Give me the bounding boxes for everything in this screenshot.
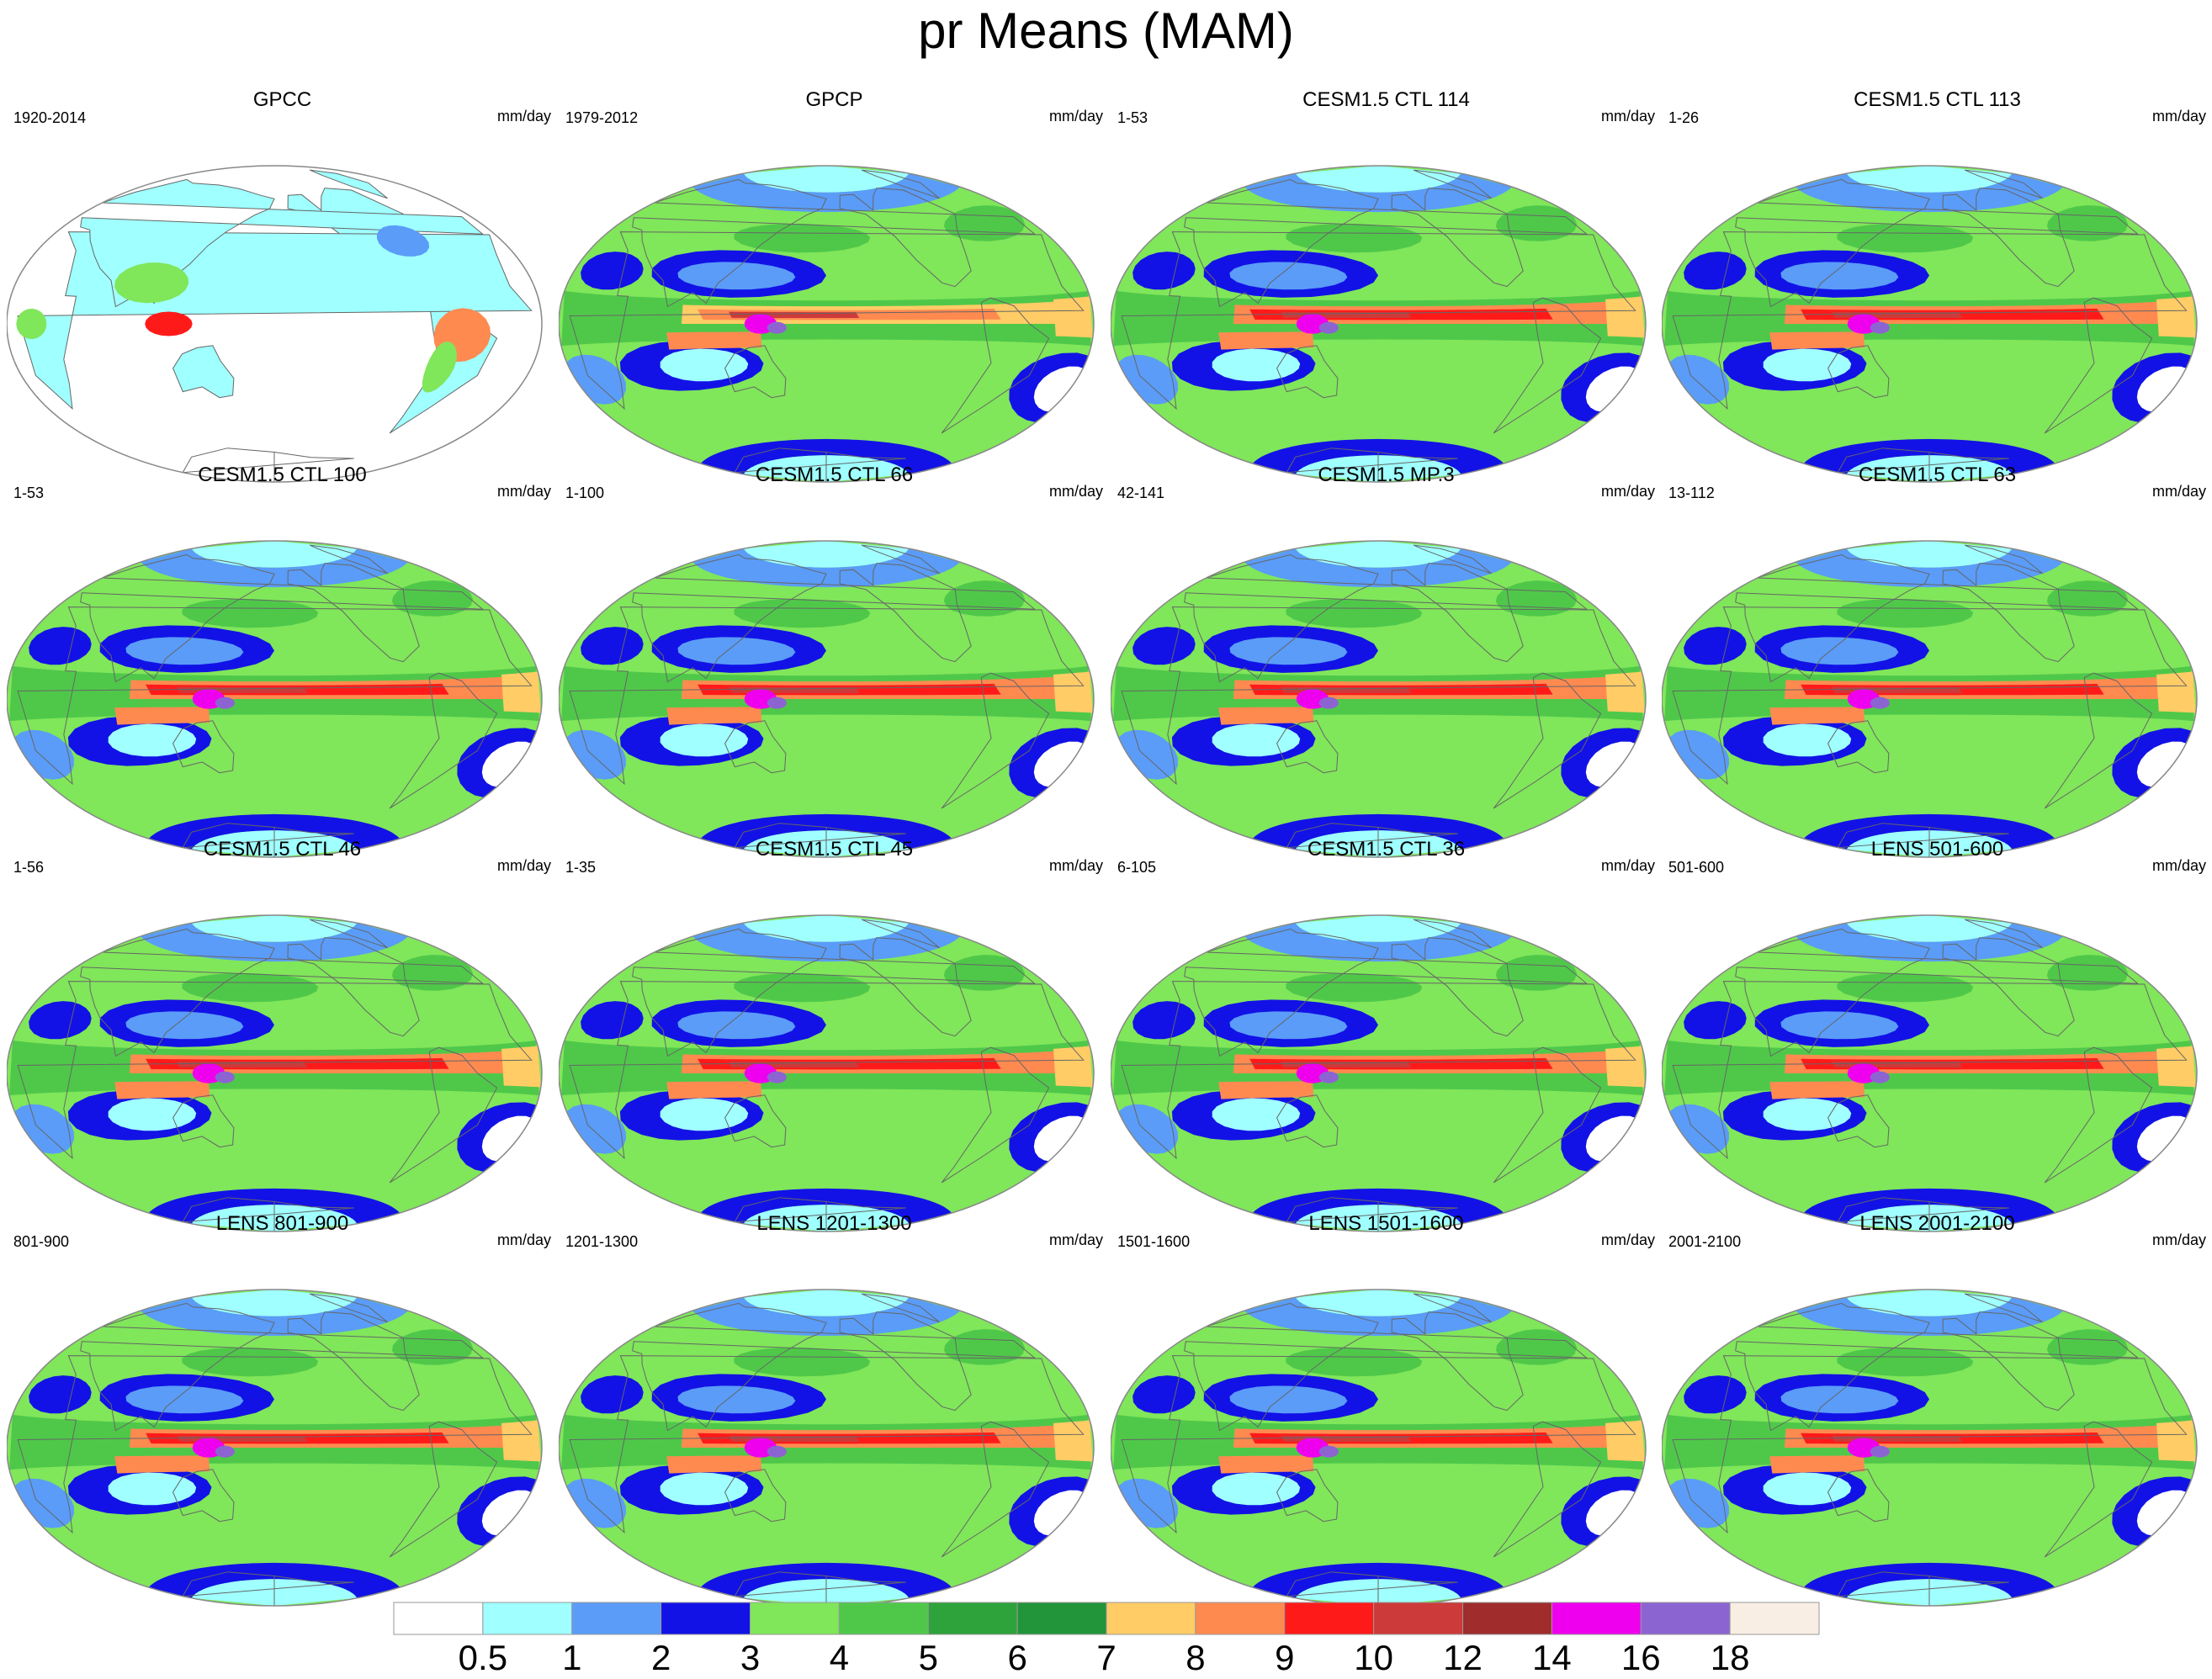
- panel-units: mm/day: [1600, 1231, 1655, 1248]
- panel-units: mm/day: [1048, 483, 1103, 500]
- map-panel: CESM1.5 CTL 100 1-53 mm/day: [7, 463, 558, 858]
- panel-period: 1501-1600: [1117, 1233, 1191, 1250]
- panel-units: mm/day: [1048, 108, 1103, 124]
- map-panel: CESM1.5 CTL 46 1-56 mm/day: [7, 838, 558, 1232]
- panel-period: 1201-1300: [565, 1233, 639, 1250]
- map-image: [7, 1289, 543, 1607]
- colorbar-label: 1: [562, 1638, 582, 1677]
- map-image: [559, 165, 1095, 483]
- colorbar-label: 6: [1007, 1638, 1027, 1677]
- colorbar-label: 9: [1275, 1638, 1295, 1677]
- map-panel: CESM1.5 CTL 63 13-112 mm/day: [1662, 463, 2212, 858]
- panel-title: CESM1.5 CTL 36: [1307, 838, 1466, 861]
- panel-period: 1-35: [565, 859, 597, 876]
- panel-title: LENS 801-900: [215, 1212, 349, 1235]
- map-panel: LENS 501-600 501-600 mm/day: [1662, 838, 2212, 1232]
- map-panel: GPCP 1979-2012 mm/day: [559, 88, 1110, 483]
- panel-title: CESM1.5 CTL 100: [198, 463, 367, 486]
- panel-period: 801-900: [13, 1233, 70, 1250]
- panel-title: GPCP: [805, 88, 863, 111]
- colorbar-label: 18: [1710, 1638, 1750, 1677]
- map-panel: CESM1.5 CTL 113 1-26 mm/day: [1662, 88, 2212, 483]
- panel-period: 1920-2014: [13, 109, 87, 126]
- map-image: [1662, 1289, 2198, 1607]
- map-panel: CESM1.5 MP.3 42-141 mm/day: [1111, 463, 1662, 858]
- map-image: [1111, 1289, 1647, 1607]
- panel-title: LENS 501-600: [1870, 838, 2004, 861]
- panel-period: 1-53: [1117, 109, 1148, 126]
- map-panel: LENS 2001-2100 2001-2100 mm/day: [1662, 1212, 2212, 1607]
- colorbar-label: 7: [1096, 1638, 1117, 1677]
- panel-period: 1-53: [13, 485, 45, 501]
- map-image: [7, 165, 543, 483]
- colorbar-label: 2: [650, 1638, 671, 1677]
- panel-units: mm/day: [2151, 1231, 2206, 1248]
- panel-title: LENS 2001-2100: [1859, 1212, 2015, 1235]
- map-image: [7, 540, 543, 858]
- map-image: [559, 540, 1095, 858]
- panel-title: CESM1.5 CTL 114: [1302, 88, 1470, 111]
- panel-title: CESM1.5 CTL 113: [1854, 88, 2021, 111]
- colorbar-label: 5: [918, 1638, 938, 1677]
- panel-period: 1-100: [565, 485, 605, 501]
- panel-period: 1-26: [1668, 109, 1700, 126]
- map-image: [1111, 540, 1647, 858]
- panel-period: 1979-2012: [565, 109, 639, 126]
- panel-title: CESM1.5 CTL 45: [755, 838, 914, 861]
- panel-units: mm/day: [496, 108, 551, 124]
- map-panel: GPCC 1920-2014 mm/day: [7, 88, 558, 483]
- map-image: [559, 1289, 1095, 1607]
- panel-title: LENS 1501-1600: [1308, 1212, 1464, 1235]
- panel-title: CESM1.5 CTL 66: [755, 463, 914, 486]
- map-panel: CESM1.5 CTL 114 1-53 mm/day: [1111, 88, 1662, 483]
- map-panel: LENS 801-900 801-900 mm/day: [7, 1212, 558, 1607]
- panel-units: mm/day: [496, 1231, 551, 1248]
- panel-title: CESM1.5 CTL 63: [1858, 463, 2017, 486]
- panel-units: mm/day: [496, 857, 551, 874]
- panel-units: mm/day: [496, 483, 551, 500]
- map-panel: LENS 1501-1600 1501-1600 mm/day: [1111, 1212, 1662, 1607]
- colorbar-label: 0.5: [458, 1638, 508, 1677]
- panel-period: 1-56: [13, 859, 45, 876]
- colorbar-label: 10: [1354, 1638, 1393, 1677]
- panel-units: mm/day: [2151, 483, 2206, 500]
- map-panel: CESM1.5 CTL 66 1-100 mm/day: [559, 463, 1110, 858]
- map-image: [7, 914, 543, 1232]
- page-title: pr Means (MAM): [918, 3, 1294, 59]
- panel-title: CESM1.5 MP.3: [1318, 463, 1455, 486]
- map-panel: CESM1.5 CTL 45 1-35 mm/day: [559, 838, 1110, 1232]
- panel-period: 6-105: [1117, 859, 1157, 876]
- panel-units: mm/day: [1048, 1231, 1103, 1248]
- map-image: [1111, 914, 1647, 1232]
- panel-period: 501-600: [1668, 859, 1725, 876]
- map-image: [1662, 914, 2198, 1232]
- colorbar-label: 8: [1186, 1638, 1206, 1677]
- colorbar-label: 14: [1532, 1638, 1572, 1677]
- map-image: [1662, 540, 2198, 858]
- panel-period: 13-112: [1668, 485, 1715, 501]
- colorbar-label: 4: [829, 1638, 850, 1677]
- panel-units: mm/day: [2151, 857, 2206, 874]
- map-panel: LENS 1201-1300 1201-1300 mm/day: [559, 1212, 1110, 1607]
- panel-units: mm/day: [1600, 108, 1655, 124]
- panel-title: LENS 1201-1300: [756, 1212, 912, 1235]
- panel-units: mm/day: [1600, 483, 1655, 500]
- panel-period: 2001-2100: [1668, 1233, 1742, 1250]
- panel-units: mm/day: [2151, 108, 2206, 124]
- panel-title: CESM1.5 CTL 46: [203, 838, 362, 861]
- map-image: [559, 914, 1095, 1232]
- colorbar-label: 3: [740, 1638, 761, 1677]
- map-panel: CESM1.5 CTL 36 6-105 mm/day: [1111, 838, 1662, 1232]
- colorbar-label: 16: [1621, 1638, 1661, 1677]
- panel-units: mm/day: [1600, 857, 1655, 874]
- map-image: [1111, 165, 1647, 483]
- map-image: [1662, 165, 2198, 483]
- colorbar-label: 12: [1443, 1638, 1483, 1677]
- panel-period: 42-141: [1117, 485, 1165, 501]
- panel-title: GPCC: [252, 88, 312, 111]
- panel-units: mm/day: [1048, 857, 1103, 874]
